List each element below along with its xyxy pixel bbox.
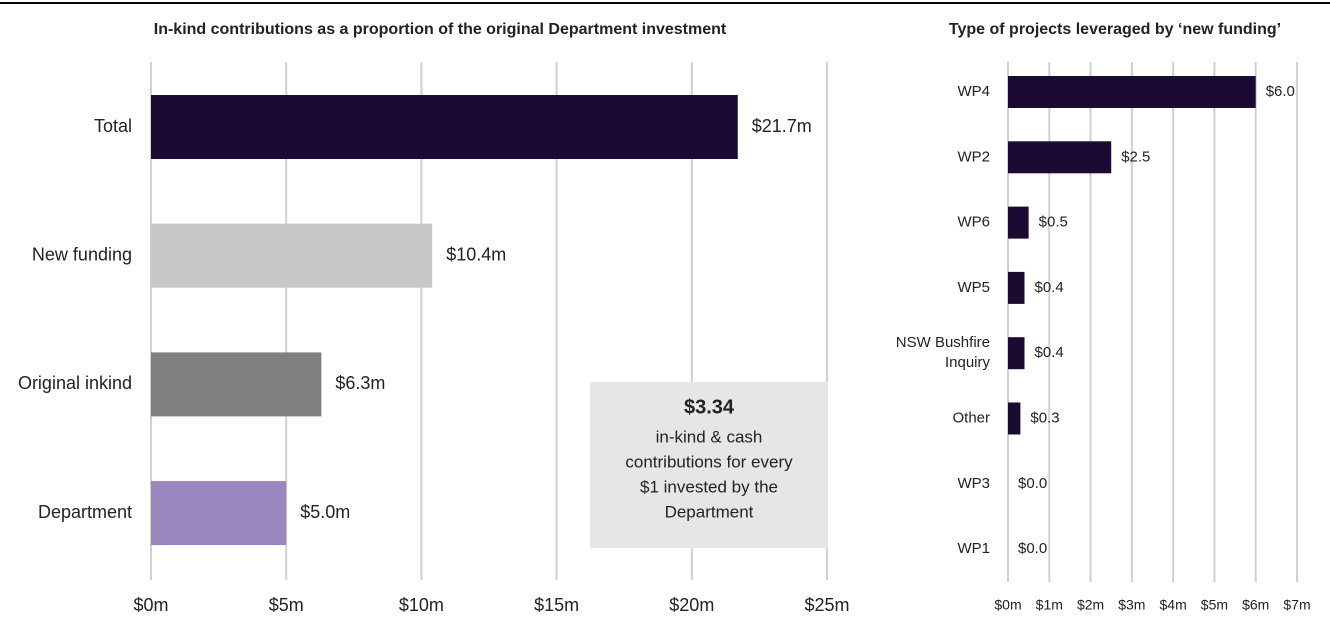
- x-tick-label: $6m: [1242, 597, 1269, 613]
- value-label: $6.0: [1266, 83, 1295, 100]
- category-label: WP6: [957, 214, 990, 231]
- x-tick-label: $0m: [994, 597, 1021, 613]
- category-label: Department: [38, 502, 132, 522]
- value-label: $10.4m: [446, 244, 506, 264]
- category-label: WP4: [957, 83, 990, 100]
- x-tick-label: $10m: [399, 595, 444, 615]
- category-label: Other: [952, 409, 990, 426]
- bar: [151, 95, 738, 159]
- x-tick-label: $0m: [133, 595, 168, 615]
- x-tick-label: $5m: [1201, 597, 1228, 613]
- x-tick-label: $3m: [1118, 597, 1145, 613]
- value-label: $0.0: [1018, 475, 1047, 492]
- annotation-text: Department: [665, 502, 754, 521]
- bar: [151, 352, 322, 417]
- annotation-text: $1 invested by the: [640, 477, 778, 496]
- category-label: NSW Bushfire Inquiry: [896, 334, 991, 371]
- bar: [1008, 337, 1025, 370]
- x-tick-label: $5m: [269, 595, 304, 615]
- bar: [1008, 271, 1025, 304]
- annotation-text: in-kind & cash: [656, 427, 763, 446]
- chart-title: Type of projects leveraged by ‘new fundi…: [949, 21, 1281, 38]
- category-label: New funding: [32, 244, 132, 264]
- annotation-box: [590, 382, 828, 548]
- bar: [1008, 402, 1021, 435]
- chart-title: In-kind contributions as a proportion of…: [154, 21, 727, 38]
- category-label: WP2: [957, 148, 990, 165]
- annotation-headline: $3.34: [684, 396, 735, 418]
- bar: [151, 481, 287, 546]
- x-tick-label: $2m: [1077, 597, 1104, 613]
- value-label: $0.5: [1039, 214, 1068, 231]
- annotation-text: contributions for every: [625, 452, 793, 471]
- category-label: Original inkind: [18, 373, 132, 393]
- category-label: WP5: [957, 279, 990, 296]
- category-label: WP3: [957, 475, 990, 492]
- value-label: $6.3m: [335, 373, 385, 393]
- category-label: WP1: [957, 540, 990, 557]
- x-tick-label: $4m: [1160, 597, 1187, 613]
- bar: [151, 223, 433, 288]
- x-tick-label: $25m: [804, 595, 849, 615]
- value-label: $0.4: [1035, 279, 1064, 296]
- value-label: $2.5: [1121, 148, 1150, 165]
- x-tick-label: $7m: [1283, 597, 1310, 613]
- bar: [1008, 206, 1029, 239]
- bar: [1008, 76, 1256, 108]
- category-label: Total: [94, 116, 132, 136]
- x-tick-label: $15m: [534, 595, 579, 615]
- value-label: $5.0m: [300, 502, 350, 522]
- x-tick-label: $1m: [1036, 597, 1063, 613]
- bar: [1008, 141, 1112, 174]
- x-tick-label: $20m: [669, 595, 714, 615]
- value-label: $0.0: [1018, 540, 1047, 557]
- value-label: $0.4: [1035, 344, 1064, 361]
- value-label: $21.7m: [752, 116, 812, 136]
- value-label: $0.3: [1030, 409, 1059, 426]
